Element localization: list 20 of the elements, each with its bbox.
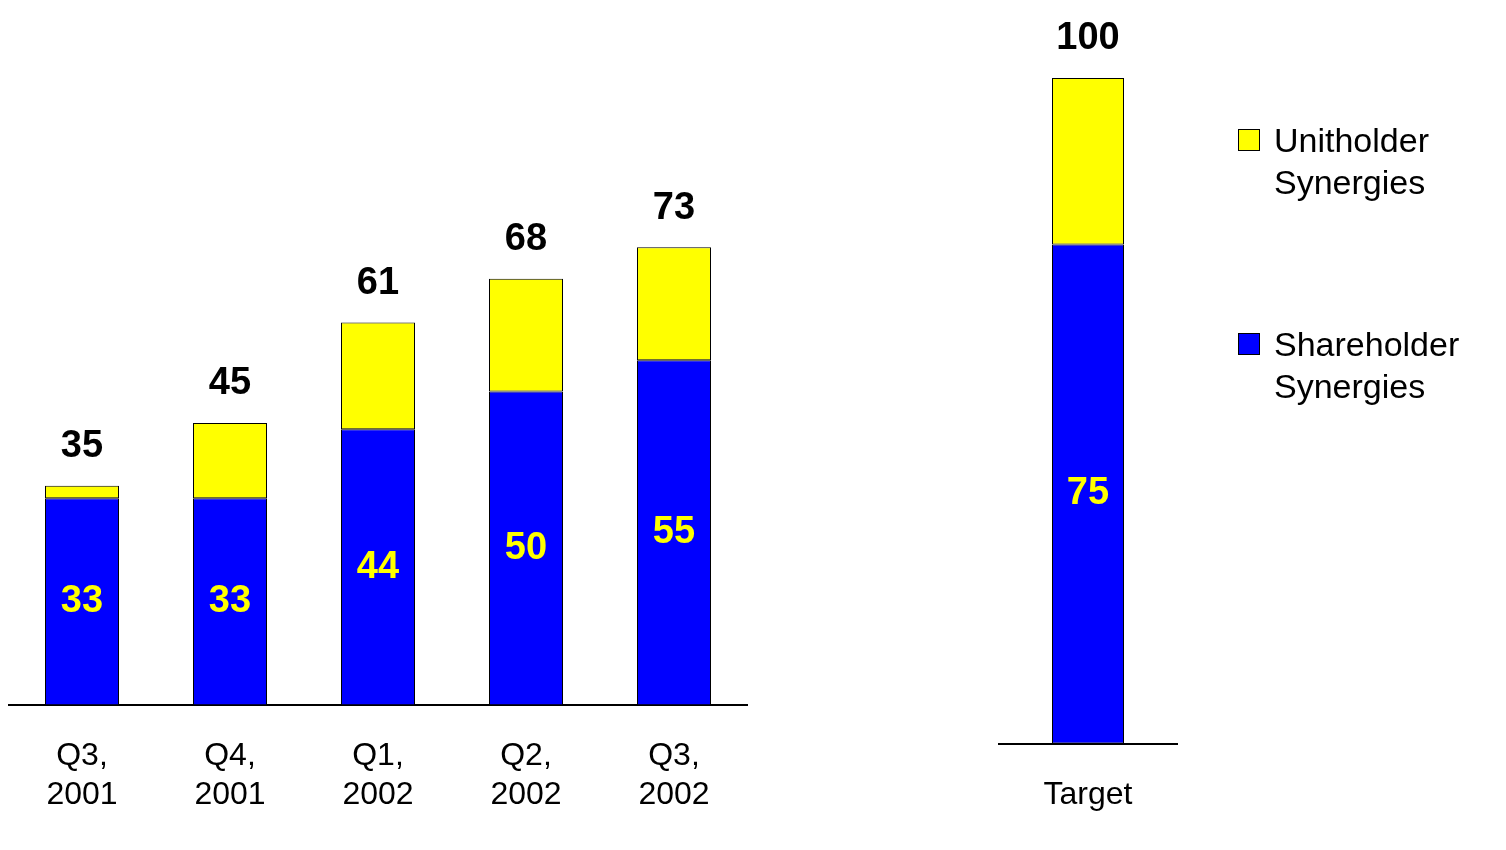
data-label: 33 [208,578,252,621]
x-tick-label: Target [1043,774,1133,811]
total-label: 35 [60,423,104,466]
total-label: 68 [504,216,548,259]
x-tick-label: Q3, 2001 [46,736,118,811]
x-tick-label: Q1, 2002 [342,736,414,811]
total-label: 73 [652,184,696,227]
total-label: 45 [208,360,252,403]
x-tick-label: Q3, 2002 [638,736,710,811]
x-tick-label: Q2, 2002 [490,736,562,811]
data-label: 50 [504,524,548,567]
data-label: 44 [356,543,400,586]
data-label: 55 [652,509,696,552]
total-label: 61 [356,260,400,303]
legend-label: Shareholder Synergies [1274,324,1461,407]
total-label: 100 [1056,15,1120,58]
data-label: 33 [60,578,104,621]
data-label: 75 [1066,470,1110,513]
x-tick-label: Q4, 2001 [194,736,266,811]
legend-label: Unitholder Synergies [1274,120,1430,203]
